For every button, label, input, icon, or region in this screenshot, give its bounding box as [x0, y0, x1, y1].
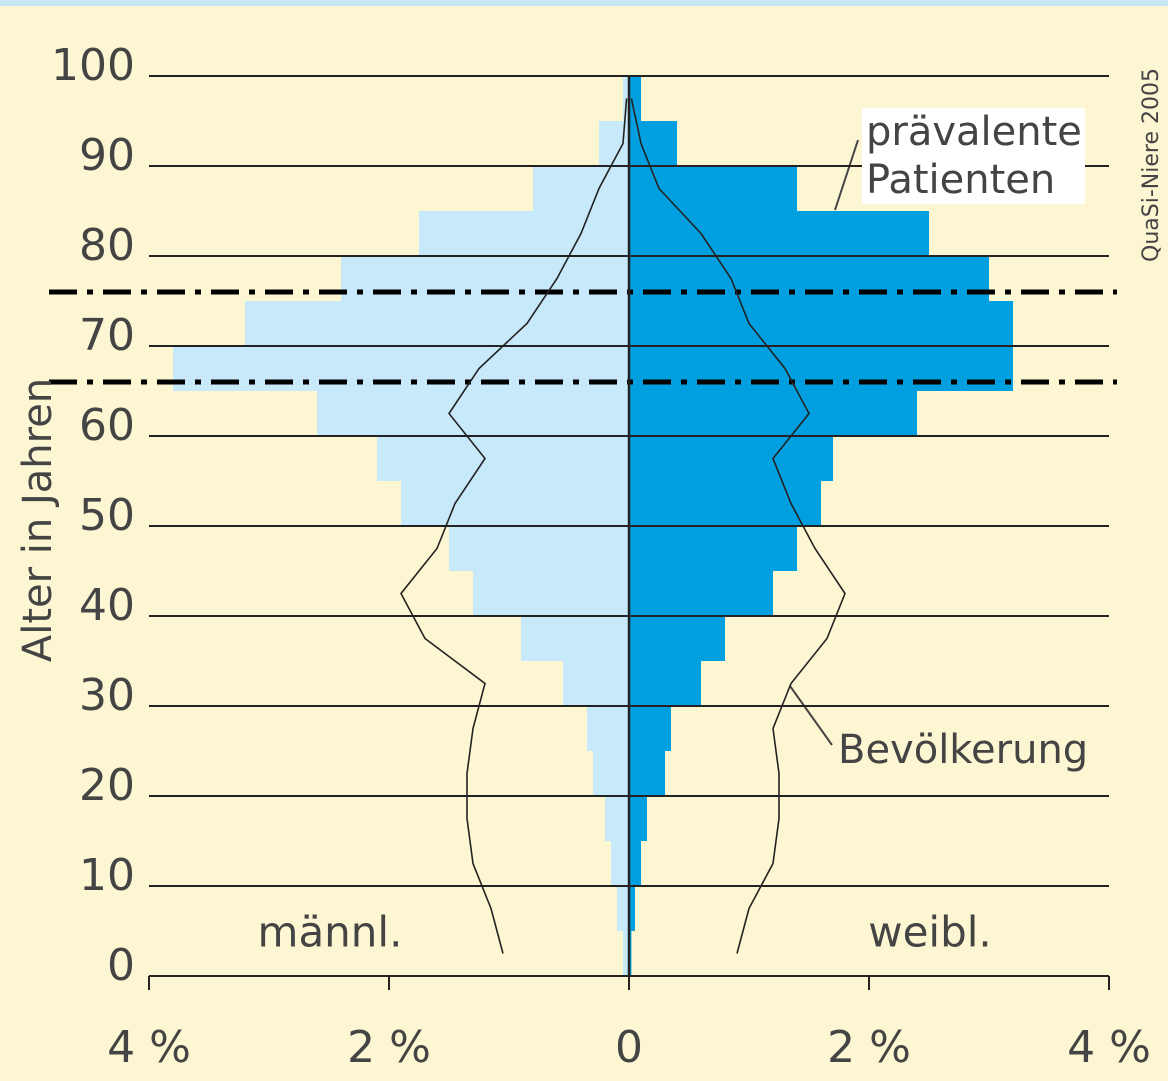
y-tick-label: 70 — [79, 310, 135, 361]
leader-line — [834, 139, 859, 211]
y-tick-label: 40 — [79, 580, 135, 631]
y-tick-label: 80 — [79, 220, 135, 271]
y-tick-label: 50 — [79, 490, 135, 541]
y-tick-label: 0 — [107, 940, 135, 991]
bar — [593, 751, 629, 796]
bar — [401, 481, 629, 526]
bar — [449, 526, 629, 571]
leader-line — [789, 685, 833, 746]
bar — [629, 526, 797, 571]
bar — [629, 616, 725, 661]
x-tick-label: 2 % — [347, 1022, 431, 1073]
bar — [623, 931, 629, 976]
y-tick-label: 100 — [51, 40, 135, 91]
bar — [377, 436, 629, 481]
series-label: Bevölkerung — [838, 727, 1089, 773]
bar — [629, 301, 1013, 346]
population-line — [400, 98, 628, 954]
series-label: prävalente Patienten — [862, 108, 1085, 204]
bar — [629, 391, 917, 436]
bar — [245, 301, 629, 346]
bar — [563, 661, 629, 706]
bar — [473, 571, 629, 616]
bar — [629, 211, 929, 256]
top-band — [0, 0, 1168, 6]
bar — [611, 841, 629, 886]
x-tick-label: 2 % — [827, 1022, 911, 1073]
bar — [629, 436, 833, 481]
bar — [587, 706, 629, 751]
bar — [629, 706, 671, 751]
population-line — [630, 98, 846, 954]
source: QuaSi-Niere 2005 — [1139, 68, 1164, 262]
bar — [629, 76, 641, 121]
bar — [629, 751, 665, 796]
bar — [533, 166, 629, 211]
side-label: männl. — [258, 908, 403, 957]
bar — [617, 886, 629, 931]
bar — [629, 796, 647, 841]
bar — [629, 571, 773, 616]
y-tick-label: 20 — [79, 760, 135, 811]
bar — [629, 886, 635, 931]
bar — [629, 121, 677, 166]
bar — [629, 841, 641, 886]
y-tick-label: 90 — [79, 130, 135, 181]
bar — [629, 481, 821, 526]
x-tick-label: 4 % — [1067, 1022, 1151, 1073]
bar — [317, 391, 629, 436]
x-tick-label: 0 — [615, 1022, 643, 1073]
y-tick-label: 30 — [79, 670, 135, 721]
bar — [629, 661, 701, 706]
bar — [521, 616, 629, 661]
x-tick-label: 4 % — [107, 1022, 191, 1073]
bar — [419, 211, 629, 256]
bar — [629, 166, 797, 211]
y-axis-label: Alter in Jahren — [15, 378, 61, 662]
y-tick-label: 60 — [79, 400, 135, 451]
bar — [605, 796, 629, 841]
side-label: weibl. — [868, 908, 992, 957]
y-tick-label: 10 — [79, 850, 135, 901]
